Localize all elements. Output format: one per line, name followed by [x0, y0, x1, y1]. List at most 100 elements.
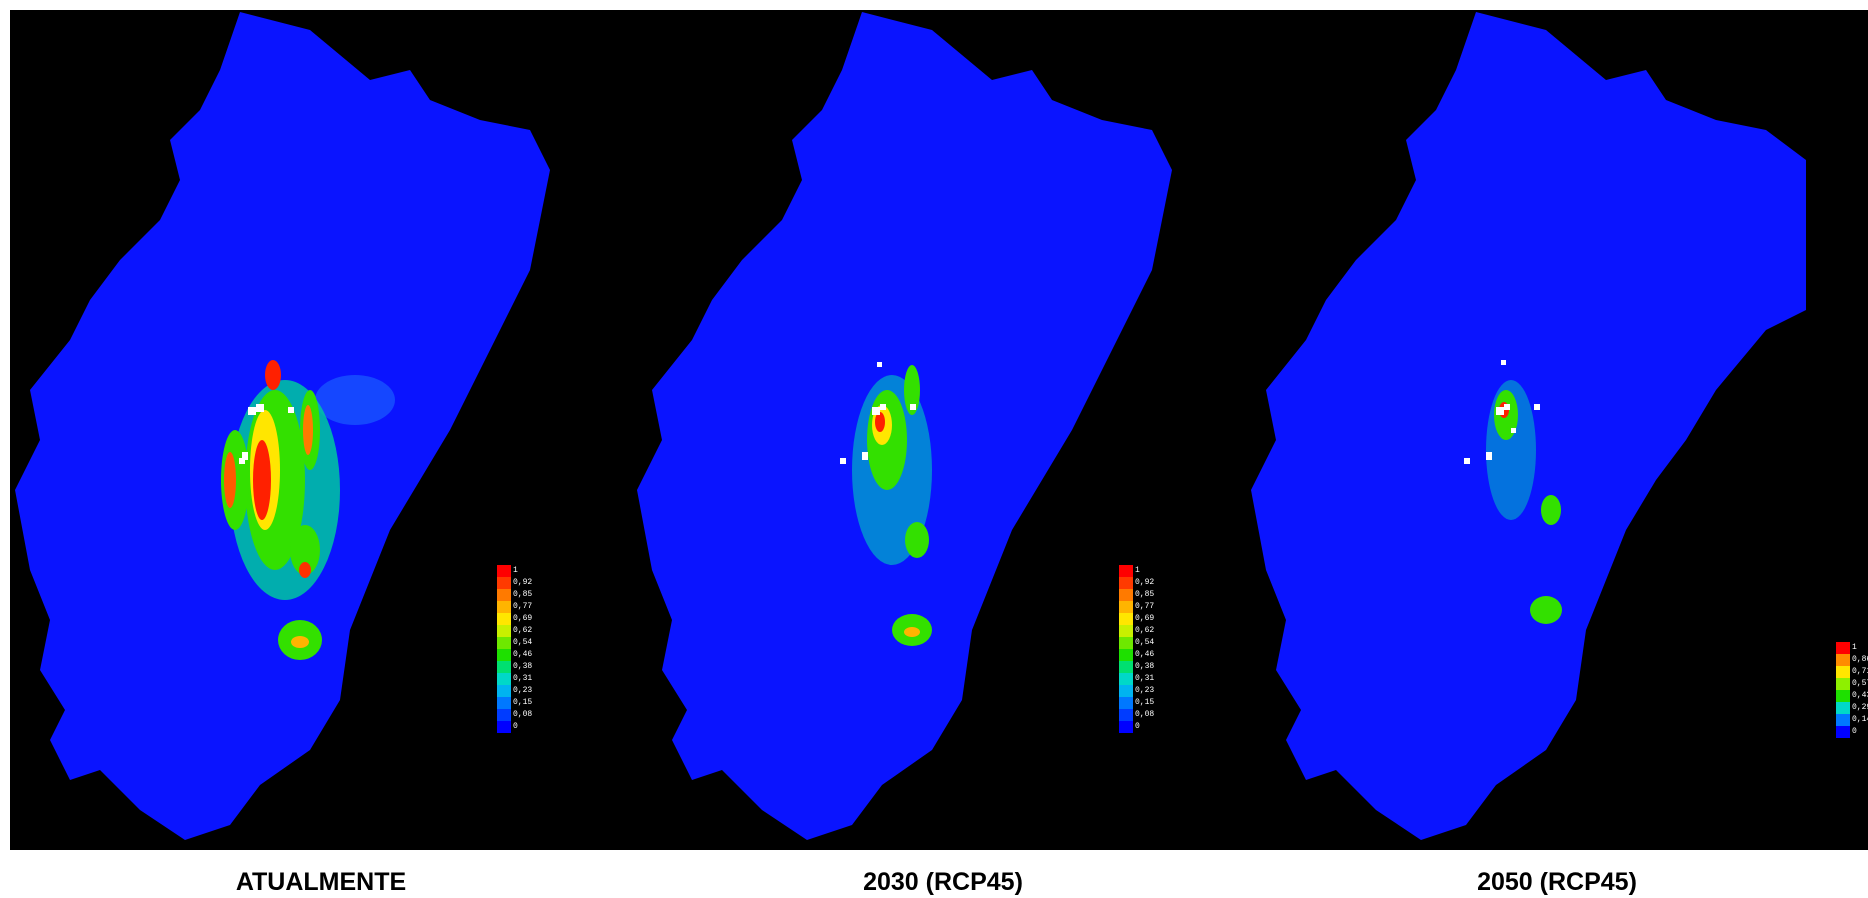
legend-label: 0,62	[513, 626, 533, 635]
legend-label: 0,69	[513, 614, 533, 623]
legend-entry: 1	[497, 565, 545, 577]
suitability-map	[1251, 12, 1806, 840]
legend-swatch	[1836, 666, 1850, 678]
legend-swatch	[497, 565, 511, 577]
legend-label: 0,08	[1135, 710, 1155, 719]
legend-label: 0,31	[1135, 674, 1155, 683]
legend-label: 0,71	[1852, 667, 1868, 676]
legend-swatch	[497, 649, 511, 661]
legend-swatch	[1119, 697, 1133, 709]
legend-swatch	[1119, 661, 1133, 673]
legend-entry: 0,31	[1119, 673, 1167, 685]
map-panel-2030: 1 0,92 0,85 0,77 0,69 0,62 0,54 0,46 0,38 0,31 0,2…	[632, 10, 1254, 850]
legend-entry: 0,69	[497, 613, 545, 625]
legend-label: 0,57	[1852, 679, 1868, 688]
legend-entry: 0,54	[497, 637, 545, 649]
legend-swatch	[1119, 709, 1133, 721]
legend-swatch	[1119, 589, 1133, 601]
legend-label: 0,54	[1135, 638, 1155, 647]
legend-swatch	[497, 577, 511, 589]
legend-swatch	[497, 685, 511, 697]
legend-swatch	[1836, 702, 1850, 714]
legend-entry: 1	[1119, 565, 1167, 577]
legend-entry: 0,85	[1119, 589, 1167, 601]
legend-swatch	[1836, 678, 1850, 690]
legend-entry: 0,08	[497, 709, 545, 721]
legend-entry: 0,38	[1119, 661, 1167, 673]
occurrence-points	[1464, 360, 1540, 464]
suitability-map	[637, 12, 1172, 840]
legend-entry: 0,38	[497, 661, 545, 673]
legend-entry: 0,92	[1119, 577, 1167, 589]
legend-entry: 0,71	[1836, 666, 1868, 678]
caption-2030: 2030 (RCP45)	[863, 868, 1023, 896]
color-scale-legend: 1 0,92 0,85 0,77 0,69 0,62 0,54 0,46 0,38 0,31 0,2…	[1119, 565, 1167, 733]
legend-entry: 0,08	[1119, 709, 1167, 721]
legend-swatch	[497, 697, 511, 709]
legend-swatch	[1836, 690, 1850, 702]
legend-entry: 0,86	[1836, 654, 1868, 666]
legend-entry: 0,92	[497, 577, 545, 589]
legend-swatch	[1119, 673, 1133, 685]
legend-label: 0,43	[1852, 691, 1868, 700]
legend-label: 0,31	[513, 674, 533, 683]
legend-entry: 0,15	[1119, 697, 1167, 709]
legend-label: 0	[513, 722, 518, 731]
legend-label: 1	[1135, 566, 1140, 575]
legend-entry: 0,23	[497, 685, 545, 697]
legend-swatch	[1119, 601, 1133, 613]
legend-swatch	[1119, 613, 1133, 625]
legend-entry: 0,23	[1119, 685, 1167, 697]
legend-swatch	[1119, 637, 1133, 649]
legend-label: 1	[513, 566, 518, 575]
caption-2050: 2050 (RCP45)	[1477, 868, 1637, 896]
legend-entry: 0	[1836, 726, 1868, 738]
legend-entry: 0,46	[1119, 649, 1167, 661]
legend-entry: 0,77	[497, 601, 545, 613]
legend-swatch	[497, 673, 511, 685]
legend-label: 0,46	[1135, 650, 1155, 659]
legend-label: 0,69	[1135, 614, 1155, 623]
color-scale-legend: 1 0,86 0,71 0,57 0,43 0,29 0,14 0	[1836, 642, 1868, 738]
legend-label: 0,15	[513, 698, 533, 707]
suitability-map	[15, 12, 550, 840]
legend-label: 0,38	[1135, 662, 1155, 671]
legend-label: 0,62	[1135, 626, 1155, 635]
legend-swatch	[497, 613, 511, 625]
legend-label: 0,77	[513, 602, 533, 611]
caption-current: ATUALMENTE	[235, 868, 407, 896]
legend-swatch	[497, 589, 511, 601]
legend-entry: 0,14	[1836, 714, 1868, 726]
legend-label: 0,92	[1135, 578, 1155, 587]
legend-swatch	[497, 601, 511, 613]
legend-label: 0,38	[513, 662, 533, 671]
legend-entry: 0,43	[1836, 690, 1868, 702]
legend-label: 0	[1135, 722, 1140, 731]
legend-label: 0,08	[513, 710, 533, 719]
legend-label: 0,14	[1852, 715, 1868, 724]
legend-entry: 0	[497, 721, 545, 733]
legend-entry: 0,29	[1836, 702, 1868, 714]
legend-swatch	[1119, 565, 1133, 577]
legend-entry: 0,57	[1836, 678, 1868, 690]
legend-swatch	[1119, 625, 1133, 637]
legend-label: 0,29	[1852, 703, 1868, 712]
legend-swatch	[1119, 721, 1133, 733]
legend-entry: 0,69	[1119, 613, 1167, 625]
legend-swatch	[1836, 642, 1850, 654]
legend-swatch	[1836, 714, 1850, 726]
legend-label: 0,15	[1135, 698, 1155, 707]
legend-label: 0,92	[513, 578, 533, 587]
occurrence-points	[840, 362, 916, 464]
legend-swatch	[1119, 649, 1133, 661]
legend-swatch	[497, 637, 511, 649]
legend-entry: 0,54	[1119, 637, 1167, 649]
legend-entry: 0,31	[497, 673, 545, 685]
color-scale-legend: 1 0,92 0,85 0,77 0,69 0,62 0,54 0,46 0,38 0,31 0,2…	[497, 565, 545, 733]
legend-swatch	[1836, 654, 1850, 666]
legend-entry: 0	[1119, 721, 1167, 733]
legend-swatch	[497, 625, 511, 637]
legend-label: 0,85	[1135, 590, 1155, 599]
legend-label: 0,46	[513, 650, 533, 659]
legend-entry: 0,46	[497, 649, 545, 661]
